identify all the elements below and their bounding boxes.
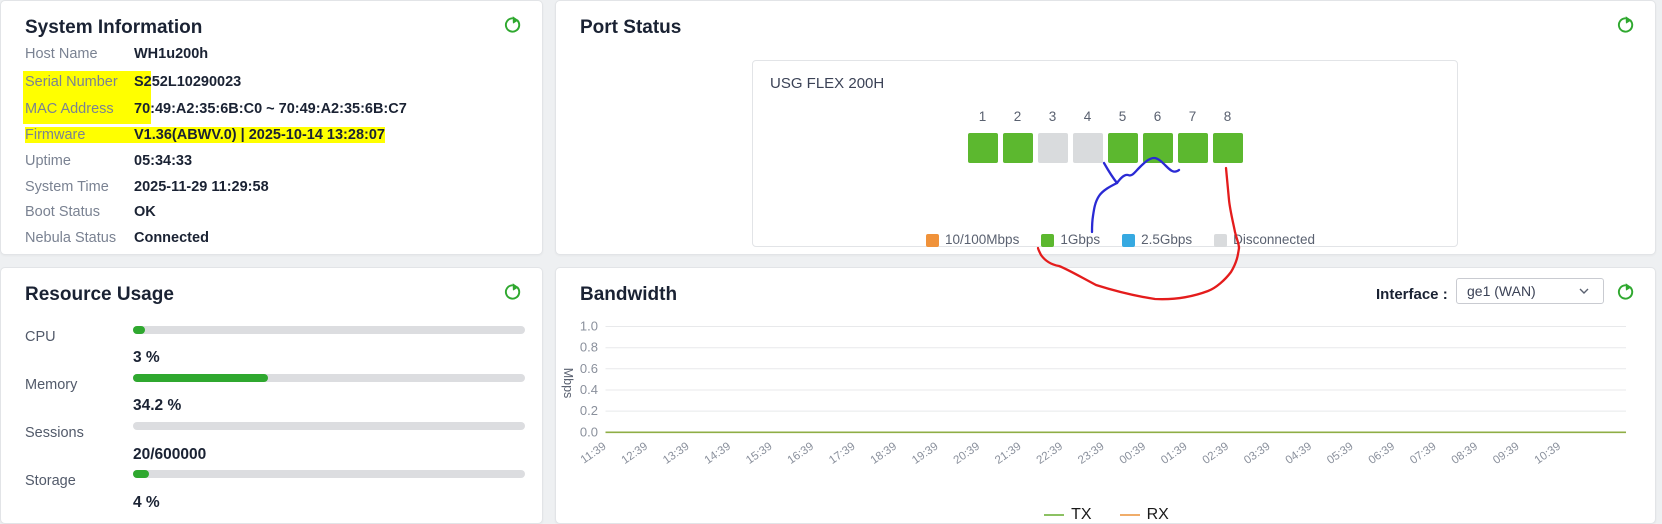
svg-text:11:39: 11:39: [579, 441, 609, 467]
svg-text:13:39: 13:39: [661, 441, 691, 467]
svg-text:01:39: 01:39: [1159, 441, 1189, 467]
svg-text:22:39: 22:39: [1035, 441, 1065, 467]
svg-text:00:39: 00:39: [1118, 441, 1148, 467]
svg-text:09:39: 09:39: [1491, 441, 1521, 467]
svg-text:1.0: 1.0: [580, 319, 598, 334]
svg-text:20:39: 20:39: [952, 441, 982, 467]
svg-text:03:39: 03:39: [1242, 441, 1272, 467]
svg-text:23:39: 23:39: [1076, 441, 1106, 467]
svg-text:19:39: 19:39: [910, 441, 940, 467]
svg-text:04:39: 04:39: [1284, 441, 1314, 467]
svg-text:0.6: 0.6: [580, 361, 598, 376]
svg-text:0.2: 0.2: [580, 403, 598, 418]
svg-text:16:39: 16:39: [786, 441, 816, 467]
svg-text:0.4: 0.4: [580, 382, 598, 397]
svg-text:17:39: 17:39: [827, 441, 857, 467]
svg-text:05:39: 05:39: [1325, 441, 1355, 467]
svg-text:02:39: 02:39: [1201, 441, 1231, 467]
svg-text:15:39: 15:39: [744, 441, 774, 467]
svg-text:0.0: 0.0: [580, 424, 598, 439]
svg-text:0.8: 0.8: [580, 340, 598, 355]
svg-text:12:39: 12:39: [620, 441, 650, 467]
svg-text:Mbps: Mbps: [561, 368, 575, 399]
svg-text:21:39: 21:39: [993, 441, 1023, 467]
svg-text:06:39: 06:39: [1367, 441, 1397, 467]
svg-text:18:39: 18:39: [869, 441, 899, 467]
svg-text:10:39: 10:39: [1533, 441, 1563, 467]
svg-text:08:39: 08:39: [1450, 441, 1480, 467]
svg-text:14:39: 14:39: [703, 441, 733, 467]
svg-text:07:39: 07:39: [1408, 441, 1438, 467]
